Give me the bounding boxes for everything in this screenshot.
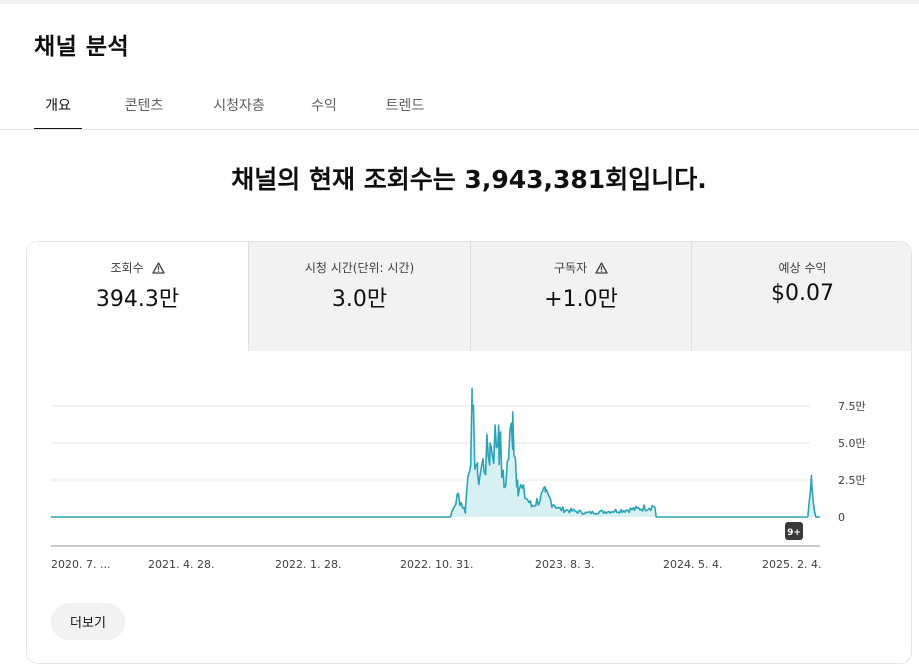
tab-content[interactable]: 콘텐츠 bbox=[124, 98, 164, 114]
tabs-divider bbox=[0, 129, 919, 130]
headline-prefix: 채널의 현재 조회수는 bbox=[231, 165, 465, 194]
analytics-card: 조회수 394.3만 시청 시간(단위: 시간) 3.0만 구독자 +1.0만 … bbox=[26, 241, 912, 664]
top-border bbox=[0, 0, 919, 4]
y-tick-label: 0 bbox=[838, 511, 845, 524]
views-series-line bbox=[51, 387, 820, 518]
metric-subscribers-value: +1.0만 bbox=[544, 287, 618, 312]
metric-tabs: 조회수 394.3만 시청 시간(단위: 시간) 3.0만 구독자 +1.0만 … bbox=[27, 242, 911, 351]
y-tick-label: 7.5만 bbox=[838, 400, 866, 413]
x-tick-label: 2024. 5. 4. bbox=[663, 558, 722, 571]
metric-revenue-label: 예상 수익 bbox=[778, 261, 827, 275]
metric-subscribers-label: 구독자 bbox=[553, 261, 588, 275]
x-tick-label: 2022. 10. 31. bbox=[400, 558, 473, 571]
y-tick-label: 2.5만 bbox=[838, 474, 866, 487]
metric-watch-time-label: 시청 시간(단위: 시간) bbox=[304, 261, 415, 275]
x-tick-label: 2022. 1. 28. bbox=[275, 558, 341, 571]
metric-views-value: 394.3만 bbox=[95, 287, 180, 312]
headline-suffix: 회입니다. bbox=[605, 165, 707, 194]
metric-estimated-revenue[interactable]: 예상 수익 $0.07 bbox=[691, 242, 911, 351]
views-area bbox=[51, 388, 820, 517]
tab-revenue[interactable]: 수익 bbox=[311, 98, 337, 114]
notes-badge-label: 9+ bbox=[787, 528, 801, 538]
metric-watch-time-value: 3.0만 bbox=[331, 287, 388, 312]
metric-views[interactable]: 조회수 394.3만 bbox=[27, 242, 248, 351]
page-title: 채널 분석 bbox=[34, 34, 130, 60]
metric-views-label: 조회수 bbox=[110, 261, 144, 275]
tab-audience[interactable]: 시청자층 bbox=[213, 98, 265, 114]
headline-view-count: 3,943,381 bbox=[464, 165, 606, 194]
metric-subscribers[interactable]: 구독자 +1.0만 bbox=[470, 242, 691, 351]
notes-badge bbox=[785, 522, 803, 540]
tab-trends[interactable]: 트렌드 bbox=[385, 98, 425, 114]
tab-overview[interactable]: 개요 bbox=[34, 86, 82, 130]
metric-revenue-value: $0.07 bbox=[771, 281, 834, 306]
x-tick-label: 2023. 8. 3. bbox=[535, 558, 594, 571]
warning-icon bbox=[595, 262, 608, 278]
warning-icon bbox=[151, 262, 165, 278]
y-tick-label: 5.0만 bbox=[838, 437, 866, 450]
views-chart[interactable]: 0 2.5만 5.0만 7.5만 2020. 7. ... 2021. 4. 28. 202… bbox=[27, 351, 912, 591]
tab-bar: 개요 콘텐츠 시청자층 수익 트렌드 bbox=[34, 86, 434, 130]
see-more-button[interactable]: 더보기 bbox=[51, 603, 125, 640]
metric-watch-time[interactable]: 시청 시간(단위: 시간) 3.0만 bbox=[248, 242, 470, 351]
x-tick-label: 2020. 7. ... bbox=[51, 558, 110, 571]
x-tick-label: 2025. 2. 4. bbox=[762, 558, 821, 571]
headline: 채널의 현재 조회수는 3,943,381회입니다. bbox=[0, 160, 919, 196]
x-tick-label: 2021. 4. 28. bbox=[148, 558, 214, 571]
